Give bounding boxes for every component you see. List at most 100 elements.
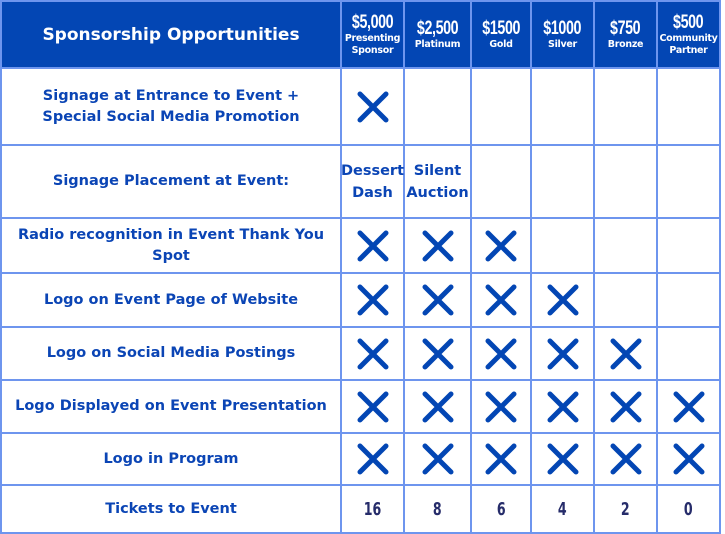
tier-price: $5,000 (351, 11, 394, 33)
tier-header-cell: $500 Community Partner (658, 2, 721, 69)
x-mark-icon (484, 229, 518, 263)
benefit-cell (658, 381, 721, 434)
table-title: Sponsorship Opportunities (42, 24, 300, 45)
x-mark-icon (546, 337, 580, 371)
x-mark-icon (546, 442, 580, 476)
feature-cell: Radio recognition in Event Thank You Spo… (2, 219, 342, 274)
ticket-count: 6 (496, 498, 506, 520)
benefit-cell (472, 219, 532, 274)
tier-price: $500 (673, 11, 704, 33)
x-mark-icon (609, 442, 643, 476)
feature-label: Logo on Social Media Postings (46, 345, 296, 361)
x-mark-icon (609, 337, 643, 371)
benefit-cell (472, 146, 532, 219)
benefit-cell (658, 146, 721, 219)
benefit-cell (405, 274, 472, 328)
tier-price: $1000 (543, 17, 582, 39)
benefit-cell (342, 69, 405, 146)
benefit-cell (532, 381, 595, 434)
feature-cell: Logo on Event Page of Website (2, 274, 342, 328)
ticket-count: 8 (433, 498, 442, 520)
tier-header-cell: $2,500 Platinum (405, 2, 472, 69)
feature-label: Logo Displayed on Event Presentation (15, 398, 327, 414)
benefit-cell (532, 328, 595, 381)
x-mark-icon (356, 390, 390, 424)
benefit-cell (658, 274, 721, 328)
ticket-count-cell: 4 (532, 486, 595, 534)
ticket-count-cell: 0 (658, 486, 721, 534)
tier-header-cell: $1000 Silver (532, 2, 595, 69)
ticket-count-cell: 2 (595, 486, 658, 534)
benefit-cell (472, 381, 532, 434)
x-mark-icon (484, 390, 518, 424)
benefit-cell (595, 146, 658, 219)
feature-cell: Tickets to Event (2, 486, 342, 534)
benefit-cell (405, 381, 472, 434)
benefit-cell (342, 328, 405, 381)
benefit-cell (405, 219, 472, 274)
ticket-count-cell: 8 (405, 486, 472, 534)
tier-name: Community Partner (659, 32, 718, 56)
tier-name: Platinum (414, 38, 461, 50)
x-mark-icon (609, 390, 643, 424)
feature-cell: Logo on Social Media Postings (2, 328, 342, 381)
benefit-cell (595, 219, 658, 274)
benefit-cell (532, 274, 595, 328)
benefit-cell (658, 69, 721, 146)
benefit-cell (532, 146, 595, 219)
feature-label: Logo on Event Page of Website (43, 291, 299, 308)
feature-label: Tickets to Event (105, 500, 237, 517)
benefit-cell (405, 434, 472, 486)
tier-name: Gold (489, 38, 513, 50)
x-mark-icon (484, 337, 518, 371)
benefit-cell: Silent Auction (405, 146, 472, 219)
benefit-cell (595, 328, 658, 381)
benefit-cell: Dessert Dash (340, 146, 405, 219)
tier-name: Presenting Sponsor (344, 32, 401, 56)
feature-cell: Signage Placement at Event: (2, 146, 342, 219)
x-mark-icon (356, 337, 390, 371)
benefit-cell (342, 274, 405, 328)
benefit-cell (532, 69, 595, 146)
header-title-cell: Sponsorship Opportunities (2, 2, 342, 69)
benefit-cell (658, 219, 721, 274)
x-mark-icon (484, 442, 518, 476)
ticket-count-cell: 6 (472, 486, 532, 534)
x-mark-icon (356, 442, 390, 476)
benefit-cell (658, 434, 721, 486)
ticket-count: 4 (558, 498, 567, 520)
benefit-text: Dessert Dash (340, 162, 405, 201)
x-mark-icon (421, 442, 455, 476)
benefit-cell (342, 381, 405, 434)
x-mark-icon (421, 337, 455, 371)
tier-name: Silver (548, 38, 577, 50)
tier-header-cell: $750 Bronze (595, 2, 658, 69)
x-mark-icon (421, 283, 455, 317)
benefit-cell (595, 274, 658, 328)
feature-label: Radio recognition in Event Thank You Spo… (17, 226, 325, 264)
benefit-cell (595, 69, 658, 146)
x-mark-icon (546, 390, 580, 424)
benefit-cell (472, 274, 532, 328)
feature-label: Signage Placement at Event: (52, 173, 290, 189)
benefit-cell (405, 328, 472, 381)
benefit-cell (532, 219, 595, 274)
benefit-cell (472, 69, 532, 146)
benefit-cell (405, 69, 472, 146)
x-mark-icon (672, 390, 706, 424)
ticket-count: 16 (363, 498, 382, 520)
feature-cell: Signage at Entrance to Event + Special S… (2, 69, 342, 146)
benefit-text: Silent Auction (406, 162, 469, 201)
tier-price: $1500 (482, 17, 520, 39)
benefit-cell (532, 434, 595, 486)
benefit-cell (342, 434, 405, 486)
x-mark-icon (421, 229, 455, 263)
tier-header-cell: $5,000 Presenting Sponsor (342, 2, 405, 69)
x-mark-icon (546, 283, 580, 317)
tier-name: Bronze (607, 38, 644, 50)
tier-header-cell: $1500 Gold (472, 2, 532, 69)
benefit-cell (595, 434, 658, 486)
x-mark-icon (356, 90, 390, 124)
benefit-cell (595, 381, 658, 434)
